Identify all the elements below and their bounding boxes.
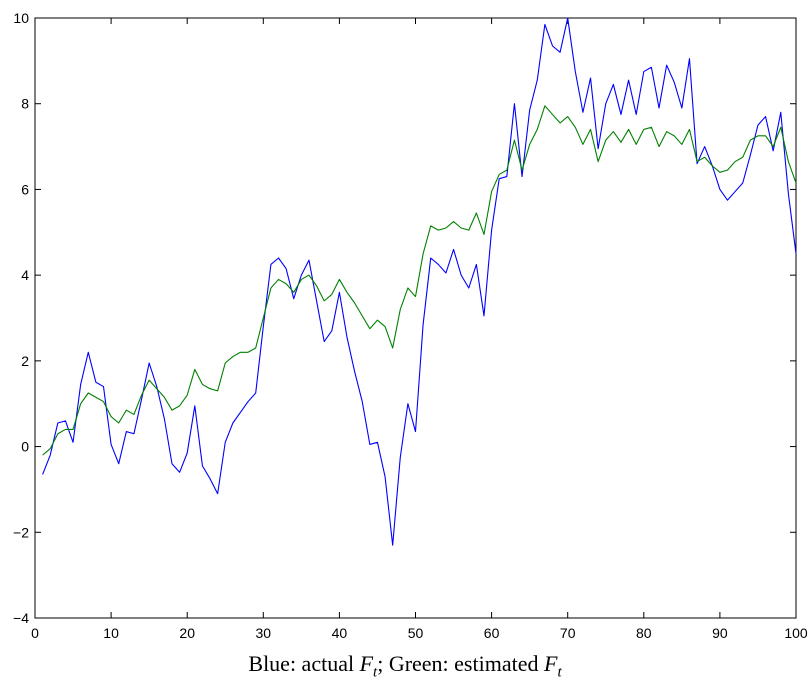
x-tick-label: 30: [256, 625, 272, 641]
series-line-actual: [42, 17, 797, 546]
caption-var-2: F: [543, 651, 558, 676]
y-tick-label: 2: [21, 353, 29, 369]
x-tick-label: 40: [332, 625, 348, 641]
caption-var-1: F: [359, 651, 374, 676]
y-tick-label: −2: [13, 524, 29, 540]
x-tick-label: 90: [712, 625, 728, 641]
x-tick-label: 20: [179, 625, 195, 641]
caption-sub-1: t: [373, 664, 378, 681]
x-tick-label: 60: [484, 625, 500, 641]
axis-ticks: [34, 17, 797, 619]
y-tick-labels: −4 −2 0 2 4 6 8 10: [13, 10, 29, 626]
y-tick-label: 6: [21, 181, 29, 197]
series-line-estimated: [42, 105, 797, 456]
caption-sub-2: t: [557, 664, 562, 681]
x-tick-label: 0: [31, 625, 39, 641]
x-tick-label: 80: [636, 625, 652, 641]
x-tick-label: 50: [408, 625, 424, 641]
y-tick-label: 4: [21, 267, 29, 283]
x-tick-labels: 0 10 20 30 40 50 60 70 80 90 100: [31, 625, 808, 641]
chart-caption: Blue: actual Ft; Green: estimated Ft: [0, 651, 810, 681]
y-tick-label: 10: [13, 10, 29, 26]
x-tick-label: 70: [560, 625, 576, 641]
y-tick-label: 0: [21, 439, 29, 455]
caption-green-text: ; Green: estimated: [377, 651, 544, 676]
caption-blue-text: Blue: actual: [248, 651, 360, 676]
y-tick-label: −4: [13, 610, 29, 626]
x-tick-label: 100: [784, 625, 808, 641]
y-tick-label: 8: [21, 96, 29, 112]
series-lines: [42, 17, 797, 546]
plot-area-frame: [34, 17, 797, 619]
x-tick-label: 10: [103, 625, 119, 641]
